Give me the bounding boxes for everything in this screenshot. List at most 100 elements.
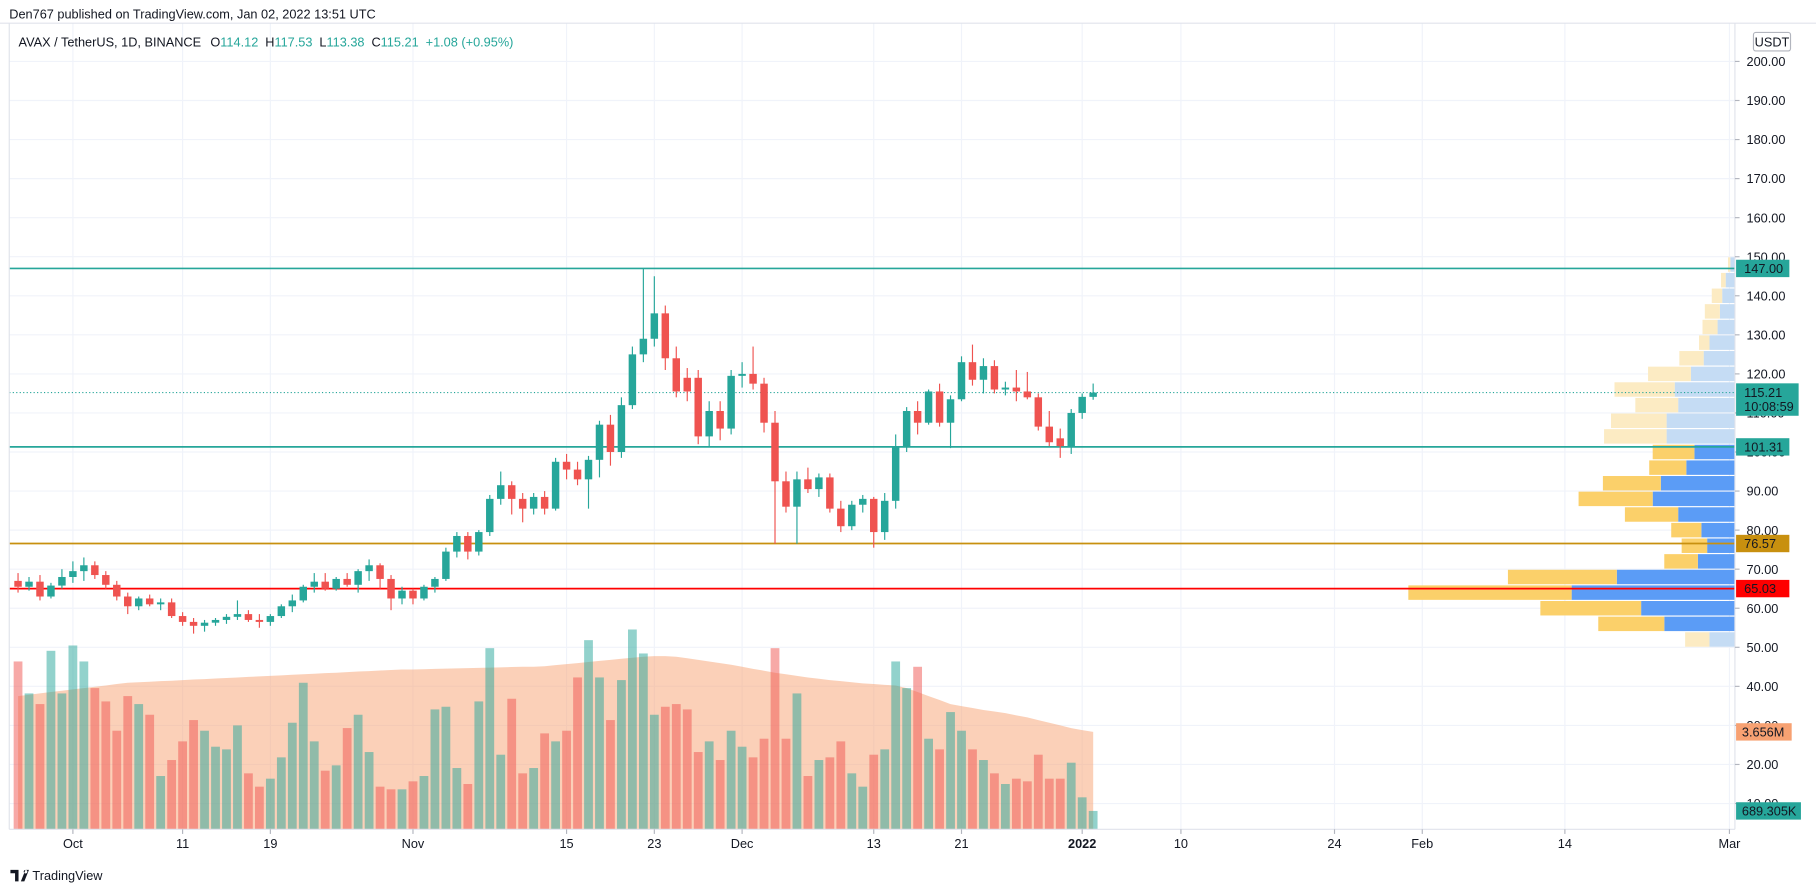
profile-up-bar — [1707, 538, 1735, 553]
high-letter: H — [265, 34, 274, 49]
volume-bar — [682, 709, 692, 830]
volume-bar — [595, 677, 604, 830]
open-letter: O — [210, 34, 220, 49]
close-letter: C — [371, 34, 380, 49]
candle-body — [826, 477, 834, 509]
candle-body — [815, 477, 823, 490]
candle-body — [979, 366, 988, 380]
x-tick-label: 2022 — [1068, 836, 1096, 851]
candle-body — [1023, 391, 1032, 398]
candle-body — [58, 576, 66, 586]
volume-bar — [1022, 781, 1032, 830]
volume-bar — [781, 738, 791, 830]
volume-bar — [913, 666, 923, 830]
volume-bar — [90, 688, 100, 830]
candle-body — [409, 590, 417, 599]
volume-bar — [935, 749, 944, 830]
candle-body — [47, 585, 55, 597]
x-tick-label: 10 — [1174, 836, 1188, 851]
profile-down-bar — [1699, 335, 1710, 350]
profile-up-bar — [1703, 351, 1735, 366]
volume-bar — [485, 648, 495, 830]
candle-body — [924, 391, 933, 423]
volume-bar — [496, 754, 506, 830]
candle-body — [880, 500, 889, 533]
profile-up-bar — [1678, 507, 1735, 522]
volume-bar — [419, 776, 429, 830]
x-tick-label: 13 — [867, 836, 881, 851]
volume-ma-label: 3.656M — [1742, 725, 1784, 740]
volume-bar — [770, 648, 780, 830]
candle-body — [156, 602, 165, 605]
volume-bar — [408, 781, 418, 830]
published-note: Den767 published on TradingView.com, Jan… — [9, 7, 375, 22]
profile-up-bar — [1641, 601, 1735, 616]
levels-layer — [9, 267, 1735, 590]
volume-bar — [847, 773, 857, 830]
level-tag — [1736, 534, 1790, 553]
candle-body — [1078, 396, 1086, 413]
candle-body — [705, 410, 713, 437]
x-tick-label: 15 — [559, 836, 573, 851]
candle-body — [573, 469, 582, 480]
candle-body — [990, 366, 999, 390]
candle-body — [211, 619, 220, 623]
volume-bar — [660, 706, 670, 830]
volume-bar — [463, 784, 473, 830]
volume-bar — [265, 778, 275, 830]
candle-body — [145, 598, 154, 605]
volume-bar — [858, 786, 868, 830]
volume-bar — [803, 776, 813, 830]
x-tick-label: 19 — [263, 836, 277, 851]
candle-body — [475, 532, 483, 552]
volume-bar — [452, 768, 462, 830]
volume-bar — [891, 661, 901, 830]
profile-up-bar — [1652, 491, 1735, 507]
volume-bar — [57, 693, 67, 830]
volume-bar — [397, 789, 407, 830]
candle-body — [562, 461, 571, 470]
y-tick-label: 80.00 — [1747, 523, 1779, 538]
candle-body — [584, 459, 593, 480]
candle-body — [244, 614, 253, 620]
profile-down-bar — [1540, 601, 1642, 616]
volume-bar — [24, 693, 34, 830]
profile-up-bar — [1686, 460, 1735, 475]
profile-down-bar — [1408, 585, 1572, 600]
candle-body — [782, 481, 790, 507]
level-tag — [1736, 579, 1790, 598]
volume-layer — [13, 629, 1098, 830]
volume-bar — [715, 760, 725, 830]
profile-down-bar — [1681, 538, 1708, 553]
profile-down-bar — [1649, 460, 1687, 475]
candle-body — [661, 313, 670, 359]
currency-box[interactable] — [1752, 31, 1792, 52]
candle-body — [343, 578, 351, 585]
volume-bar — [46, 650, 56, 830]
volume-bar — [671, 704, 681, 830]
y-tick-label: 200.00 — [1747, 54, 1786, 69]
x-tick-label: Dec — [731, 836, 754, 851]
volume-bar — [167, 760, 177, 830]
profile-down-bar — [1602, 476, 1661, 491]
candle-body — [80, 565, 88, 572]
candle-body — [891, 446, 900, 501]
candle-body — [376, 565, 384, 579]
candle-body — [36, 581, 44, 597]
candle-body — [365, 565, 373, 572]
x-tick-label: 23 — [647, 836, 661, 851]
candle-body — [1034, 397, 1043, 427]
candle-body — [639, 338, 648, 355]
change-value: +1.08 (+0.95%) — [426, 34, 514, 49]
profile-down-bar — [1507, 569, 1617, 585]
candle-body — [387, 578, 395, 599]
candle-body — [102, 575, 110, 585]
currency-label[interactable]: USDT — [1755, 34, 1790, 49]
candle-body — [1001, 387, 1010, 390]
volume-bar — [902, 688, 912, 830]
volume-bar — [814, 760, 824, 830]
candle-body — [760, 383, 768, 423]
candle-body — [14, 580, 22, 587]
level-label: 76.57 — [1744, 536, 1776, 551]
volume-bar — [1001, 784, 1010, 830]
